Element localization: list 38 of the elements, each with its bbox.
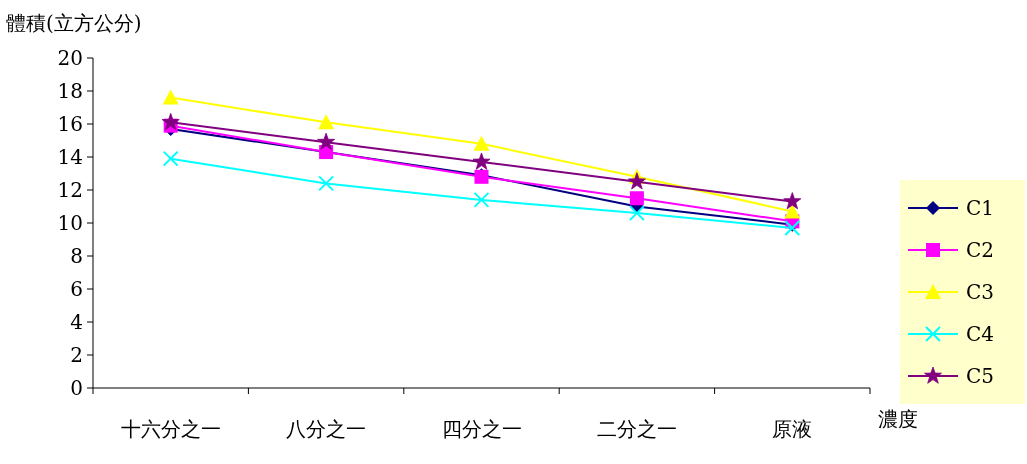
point <box>783 192 802 210</box>
y-tick-label: 14 <box>57 145 83 169</box>
point <box>784 219 801 236</box>
point <box>318 175 335 192</box>
y-tick-label: 12 <box>57 178 83 202</box>
x-axis-title: 濃度 <box>878 407 918 431</box>
point <box>627 172 646 190</box>
legend-label: C5 <box>966 364 995 388</box>
x-tick-label: 十六分之一 <box>120 417 221 441</box>
point <box>161 112 180 131</box>
y-tick-label: 4 <box>70 310 83 334</box>
y-tick-label: 20 <box>57 46 83 70</box>
x-tick-label: 四分之一 <box>441 417 522 441</box>
legend-label: C3 <box>966 280 995 304</box>
legend-label: C1 <box>966 196 995 220</box>
legend-label: C4 <box>966 322 995 346</box>
point <box>473 191 490 208</box>
point <box>472 152 491 170</box>
y-tick-label: 6 <box>70 277 83 301</box>
legend-label: C2 <box>966 238 995 262</box>
y-tick-label: 16 <box>57 112 83 136</box>
x-tick-label: 原液 <box>772 417 813 441</box>
y-tick-label: 2 <box>70 343 83 367</box>
point <box>162 150 179 167</box>
point <box>628 205 645 222</box>
y-tick-label: 8 <box>70 244 83 268</box>
point <box>629 191 644 206</box>
x-tick-label: 八分之一 <box>286 417 367 441</box>
y-tick-label: 18 <box>57 79 83 103</box>
point <box>162 89 179 105</box>
point <box>318 114 335 130</box>
y-axis-title: 體積(立方公分) <box>6 11 142 35</box>
point <box>784 203 801 219</box>
x-tick-label: 二分之一 <box>596 417 677 441</box>
y-tick-label: 0 <box>70 376 83 400</box>
point <box>317 132 336 150</box>
point <box>473 135 490 151</box>
y-tick-label: 10 <box>57 211 83 235</box>
